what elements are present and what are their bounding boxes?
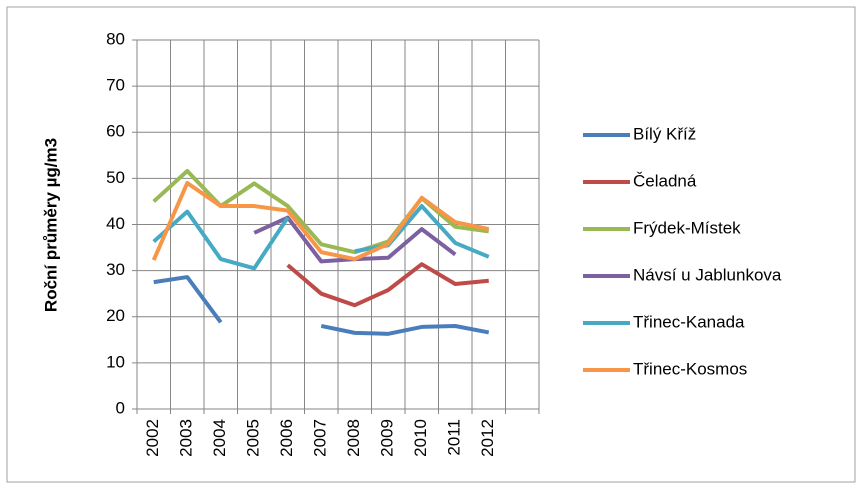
- x-tick-label: 2008: [344, 419, 363, 457]
- y-tick-label: 70: [106, 76, 125, 95]
- x-tick-label: 2007: [311, 419, 330, 457]
- legend-label: Třinec-Kosmos: [633, 359, 747, 378]
- x-tick-label: 2004: [210, 419, 229, 457]
- legend-label: Třinec-Kanada: [633, 312, 745, 331]
- legend-label: Čeladná: [633, 171, 697, 190]
- x-tick-label: 2009: [378, 419, 397, 457]
- x-tick-label: 2010: [411, 419, 430, 457]
- x-tick-label: 2003: [177, 419, 196, 457]
- series-line: [151, 180, 490, 262]
- x-tick-label: 2006: [277, 419, 296, 457]
- y-axis-label: Roční průměry µg/m3: [41, 138, 60, 312]
- series-line: [286, 262, 489, 308]
- y-tick-label: 10: [106, 352, 125, 371]
- x-tick-label: 2012: [478, 419, 497, 457]
- x-tick-label: 2011: [445, 419, 464, 456]
- series-line: [153, 275, 490, 336]
- y-tick-label: 20: [106, 306, 125, 325]
- y-tick-label: 0: [116, 398, 125, 417]
- y-tick-label: 50: [106, 168, 125, 187]
- legend-label: Bílý Kříž: [633, 124, 696, 143]
- y-tick-label: 80: [106, 29, 125, 48]
- legend-label: Návsí u Jablunkova: [633, 265, 782, 284]
- y-tick-label: 40: [106, 214, 125, 233]
- x-tick-label: 2005: [244, 419, 263, 457]
- chart-frame: [6, 6, 856, 483]
- y-tick-label: 30: [106, 260, 125, 279]
- y-tick-label: 60: [106, 122, 125, 141]
- x-tick-label: 2002: [143, 419, 162, 457]
- legend-label: Frýdek-Místek: [633, 218, 741, 237]
